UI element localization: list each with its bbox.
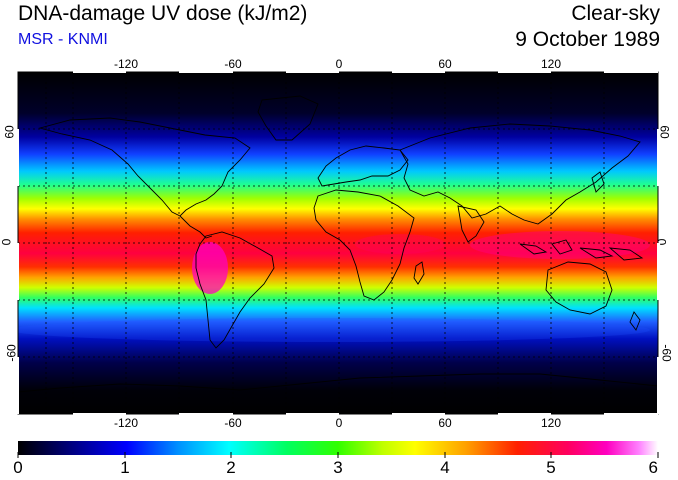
colorbar-label: 1 bbox=[120, 458, 130, 477]
frame-scale-bars bbox=[16, 70, 660, 416]
colorbar-label: 6 bbox=[648, 458, 658, 477]
colorbar-label: 2 bbox=[226, 458, 236, 477]
date-label: 9 October 1989 bbox=[515, 28, 660, 51]
colorbar-label: 0 bbox=[13, 458, 23, 477]
southern-ocean-band bbox=[18, 318, 650, 342]
lon-tick-bottom: -120 bbox=[113, 416, 139, 430]
source-label: MSR - KNMI bbox=[18, 31, 108, 48]
lon-tick-bottom: -60 bbox=[224, 416, 242, 430]
colorbar-ticks bbox=[17, 452, 659, 458]
lon-tick-top: 0 bbox=[335, 57, 343, 71]
lon-tick-top: 120 bbox=[540, 57, 562, 71]
graticule bbox=[18, 72, 658, 414]
lon-tick-top: -120 bbox=[113, 57, 139, 71]
colorbar bbox=[18, 441, 658, 455]
colorbar-label: 5 bbox=[546, 458, 556, 477]
lon-tick-bottom: 60 bbox=[438, 416, 452, 430]
lon-tick-bottom: 120 bbox=[540, 416, 562, 430]
andes-high-dose bbox=[192, 242, 228, 294]
lon-tick-top: -60 bbox=[224, 57, 242, 71]
colorbar-label: 3 bbox=[333, 458, 343, 477]
africa-high-dose bbox=[355, 234, 445, 254]
lon-tick-bottom: 0 bbox=[335, 416, 343, 430]
lon-tick-top: 60 bbox=[438, 57, 452, 71]
colorbar-label: 4 bbox=[440, 458, 450, 477]
sky-condition-label: Clear-sky bbox=[571, 2, 660, 25]
indonesia-high-dose bbox=[470, 231, 650, 259]
map-title: DNA-damage UV dose (kJ/m2) bbox=[18, 2, 308, 25]
